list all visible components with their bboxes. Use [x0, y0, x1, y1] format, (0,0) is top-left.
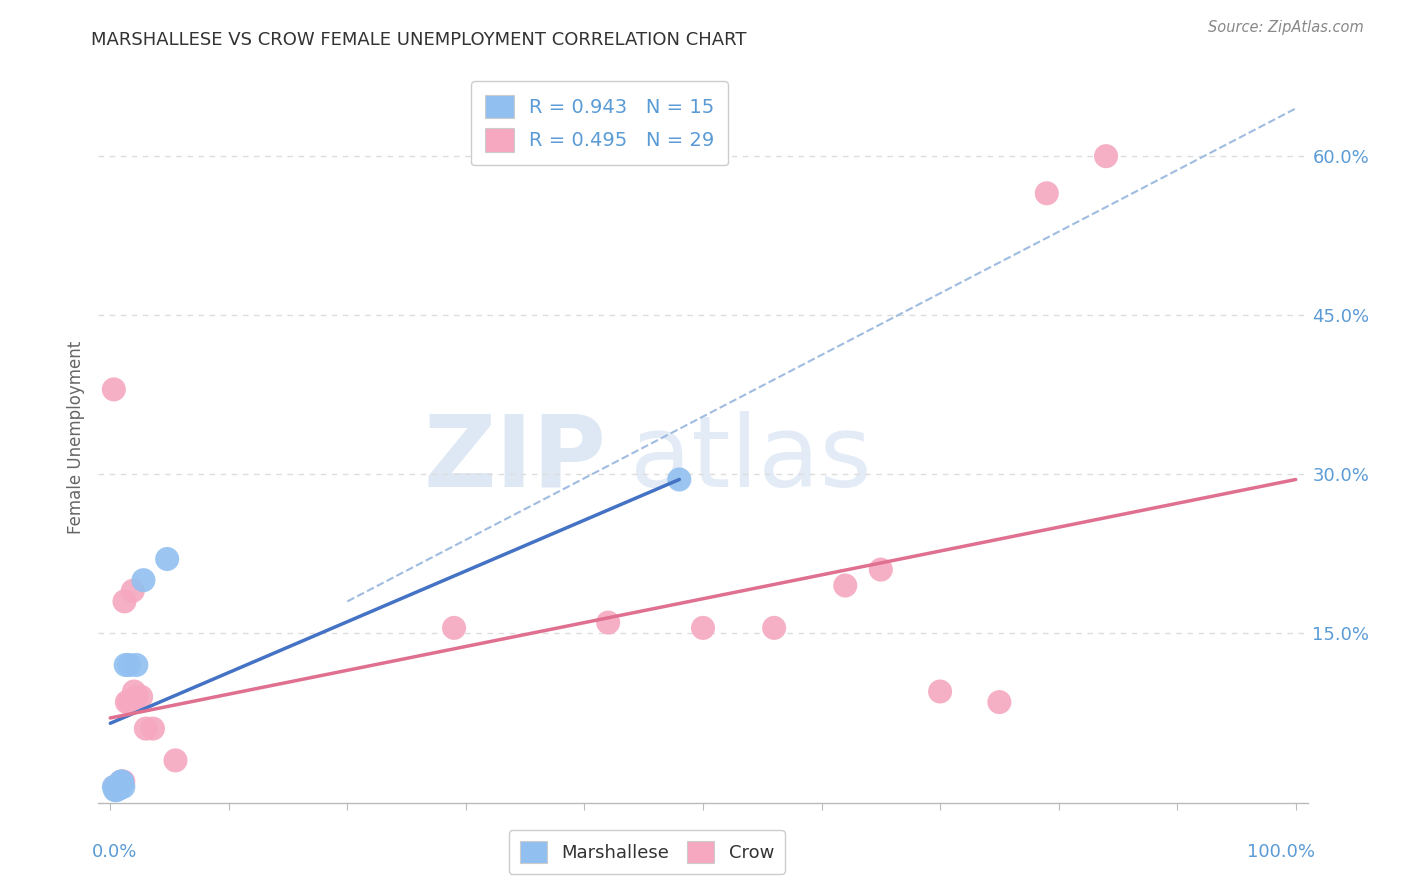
Point	[122, 684, 145, 698]
Point	[105, 780, 128, 794]
Point	[111, 774, 134, 789]
Point	[692, 621, 714, 635]
Point	[105, 780, 128, 794]
Point	[104, 780, 127, 794]
Point	[108, 780, 131, 794]
Point	[107, 782, 129, 797]
Point	[107, 780, 129, 794]
Legend: Marshallese, Crow: Marshallese, Crow	[509, 830, 785, 874]
Point	[105, 783, 128, 797]
Point	[114, 594, 136, 608]
Point	[156, 552, 179, 566]
Point	[929, 684, 952, 698]
Point	[121, 583, 143, 598]
Legend: R = 0.943   N = 15, R = 0.495   N = 29: R = 0.943 N = 15, R = 0.495 N = 29	[471, 81, 728, 166]
Text: 100.0%: 100.0%	[1247, 843, 1315, 861]
Text: 0.0%: 0.0%	[91, 843, 136, 861]
Text: Source: ZipAtlas.com: Source: ZipAtlas.com	[1208, 20, 1364, 35]
Point	[869, 563, 891, 577]
Point	[165, 753, 187, 767]
Point	[834, 578, 856, 592]
Point	[443, 621, 465, 635]
Text: atlas: atlas	[630, 410, 872, 508]
Text: ZIP: ZIP	[423, 410, 606, 508]
Point	[114, 658, 136, 673]
Point	[118, 695, 141, 709]
Point	[103, 780, 125, 794]
Point	[668, 473, 690, 487]
Point	[103, 383, 125, 397]
Y-axis label: Female Unemployment: Female Unemployment	[66, 341, 84, 533]
Point	[112, 774, 135, 789]
Point	[763, 621, 786, 635]
Point	[129, 690, 152, 704]
Point	[125, 690, 148, 704]
Point	[1036, 186, 1059, 201]
Point	[135, 722, 157, 736]
Point	[111, 774, 134, 789]
Point	[112, 780, 135, 794]
Point	[108, 780, 131, 794]
Point	[988, 695, 1011, 709]
Point	[115, 695, 138, 709]
Point	[110, 774, 132, 789]
Point	[1095, 149, 1118, 163]
Point	[110, 774, 132, 789]
Text: MARSHALLESE VS CROW FEMALE UNEMPLOYMENT CORRELATION CHART: MARSHALLESE VS CROW FEMALE UNEMPLOYMENT …	[91, 31, 747, 49]
Point	[142, 722, 165, 736]
Point	[105, 780, 128, 794]
Point	[104, 783, 127, 797]
Point	[132, 573, 155, 587]
Point	[598, 615, 620, 630]
Point	[118, 658, 141, 673]
Point	[125, 658, 148, 673]
